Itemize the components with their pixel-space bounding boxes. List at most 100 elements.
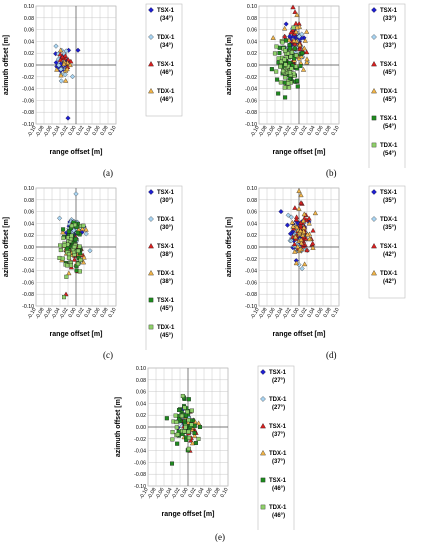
data-point-tdx-1-triangle <box>282 25 288 31</box>
data-point-tdx-1-square <box>281 69 286 74</box>
panel-d: 0.10 0.08 0.06 0.04 0.02 0.00 -0.02 -0.04 -0.06-… <box>223 182 446 360</box>
data-point-tdx-1-square <box>57 255 62 260</box>
x-tick-label: 0.02 <box>75 125 85 137</box>
data-point-tdx-1-triangle <box>298 240 305 246</box>
y-tick-label: 0.06 <box>24 28 34 34</box>
x-tick-label: 0.04 <box>306 307 316 319</box>
caption-b: (b) <box>326 168 337 178</box>
legend-marker-diamond <box>371 216 377 222</box>
caption-e: (e) <box>215 532 225 542</box>
data-point-tdx-1-square <box>288 54 293 59</box>
legend-marker-triangle <box>260 450 266 456</box>
legend-series-label: TDX-1 <box>380 271 398 277</box>
data-point-tdx-1-diamond <box>83 231 89 237</box>
data-point-tdx-1-triangle <box>67 62 73 67</box>
scatter-chart-b: 0.100.080.060.040.020.00-0.02-0.04-0.06-… <box>226 3 406 171</box>
x-tick-label: 0.02 <box>187 487 197 499</box>
legend-angle-label: (34°) <box>160 43 173 49</box>
y-tick-label: 0.00 <box>247 245 257 251</box>
y-tick-label: -0.04 <box>134 449 146 455</box>
y-tick-label: 0.02 <box>247 233 257 239</box>
data-point-tsx-1-square <box>192 430 197 436</box>
y-tick-label: 0.10 <box>247 4 257 10</box>
y-tick-label: -0.08 <box>245 110 257 116</box>
data-point-tsx-1-square <box>269 67 274 72</box>
data-point-tsx-1-square <box>175 441 180 446</box>
data-point-tsx-1-square <box>295 84 300 89</box>
legend-series-label: TDX-1 <box>157 325 175 331</box>
x-tick-label: -0.10 <box>27 307 38 320</box>
legend-box <box>257 365 295 533</box>
data-point-tdx-1-triangle <box>304 59 310 65</box>
data-points <box>56 191 93 300</box>
caption-c: (c) <box>103 350 113 360</box>
data-point-tsx-1-diamond <box>65 115 71 121</box>
legend-marker-triangle <box>260 423 266 429</box>
data-point-tsx-1-triangle <box>59 54 65 59</box>
legend-angle-label: (35°) <box>383 225 396 231</box>
scatter-chart-a: 0.100.080.060.040.020.00-0.02-0.04-0.06-… <box>3 3 183 156</box>
x-tick-label: 0.08 <box>99 307 109 319</box>
data-point-tdx-1-square <box>282 57 287 62</box>
x-tick-label: 0.08 <box>211 487 221 499</box>
legend-series-label: TSX-1 <box>269 424 287 430</box>
data-point-tdx-1-square <box>179 413 184 418</box>
data-point-tdx-1-square <box>294 64 299 69</box>
data-point-tdx-1-triangle <box>297 246 303 252</box>
data-point-tsx-1-square <box>300 51 305 56</box>
y-tick-label: -0.06 <box>245 280 257 286</box>
data-point-tdx-1-triangle <box>294 24 300 30</box>
data-point-tsx-1-diamond <box>278 209 284 215</box>
data-point-tsx-1-square <box>75 230 80 235</box>
legend-series-label: TDX-1 <box>269 505 287 511</box>
x-tick-label: 0.10 <box>330 307 340 319</box>
x-axis-label: range offset [m] <box>162 511 215 518</box>
data-point-tsx-1-triangle <box>282 33 288 39</box>
data-point-tdx-1-square <box>288 70 293 75</box>
data-point-tsx-1-triangle <box>188 437 194 443</box>
legend-angle-label: (54°) <box>383 124 396 130</box>
legend-angle-label: (37°) <box>272 432 285 438</box>
data-point-tdx-1-square <box>294 53 299 58</box>
data-point-tsx-1-square <box>73 237 78 242</box>
legend-series-label: TSX-1 <box>380 62 398 68</box>
data-point-tdx-1-diamond <box>299 266 305 272</box>
legend-marker-diamond <box>371 34 377 40</box>
x-tick-label: -0.04 <box>163 487 174 500</box>
x-tick-label: -0.04 <box>51 307 62 320</box>
data-point-tdx-1-triangle <box>270 35 276 40</box>
data-point-tdx-1-square <box>272 51 277 56</box>
data-point-tdx-1-triangle <box>301 225 307 230</box>
legend-marker-triangle <box>148 243 154 249</box>
data-point-tdx-1-diamond <box>58 78 64 84</box>
data-point-tdx-1-triangle <box>302 261 308 267</box>
data-point-tdx-1-triangle <box>298 53 305 59</box>
x-tick-label: 0.06 <box>91 125 101 137</box>
x-tick-label: -0.10 <box>27 125 38 138</box>
data-point-tdx-1-triangle <box>61 61 67 67</box>
data-point-tsx-1-triangle <box>57 51 63 57</box>
data-point-tdx-1-square <box>72 244 77 250</box>
y-tick-label: 0.08 <box>136 378 146 384</box>
data-point-tdx-1-triangle <box>63 78 69 83</box>
data-point-tdx-1-square <box>62 243 67 248</box>
x-tick-label: 0.00 <box>290 125 300 137</box>
data-point-tdx-1-square <box>182 405 187 410</box>
x-tick-label: 0.10 <box>107 307 117 319</box>
legend-angle-label: (45°) <box>160 306 173 312</box>
x-tick-label: -0.08 <box>35 307 46 320</box>
x-tick-label: 0.02 <box>298 125 308 137</box>
x-tick-label: -0.04 <box>51 125 62 138</box>
data-point-tdx-1-triangle <box>291 38 297 43</box>
y-tick-label: 0.06 <box>136 390 146 396</box>
data-point-tsx-1-diamond <box>283 21 289 27</box>
data-point-tdx-1-square <box>58 243 63 248</box>
y-tick-label: 0.00 <box>136 425 146 431</box>
y-tick-label: -0.10 <box>245 304 257 310</box>
legend-series-label: TDX-1 <box>157 35 175 41</box>
y-tick-label: -0.02 <box>22 75 34 81</box>
legend-angle-label: (34°) <box>160 16 173 22</box>
legend-angle-label: (38°) <box>160 252 173 258</box>
x-tick-label: 0.00 <box>290 307 300 319</box>
data-point-tdx-1-square <box>189 408 194 413</box>
